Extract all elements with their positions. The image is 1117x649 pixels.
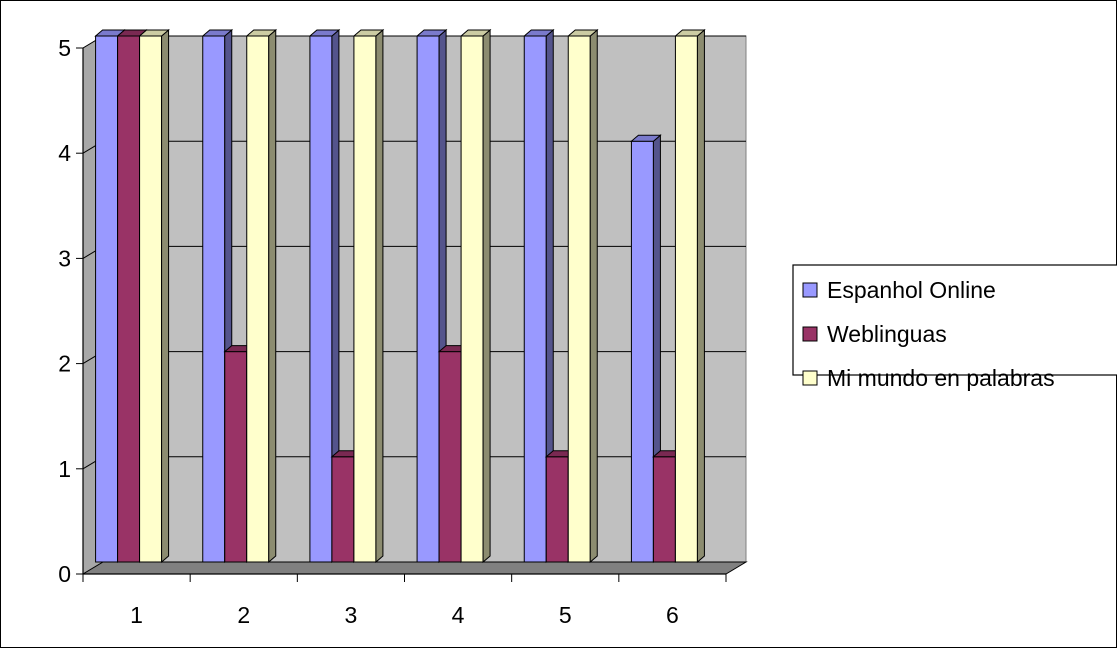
legend-label: Mi mundo en palabras [827, 365, 1055, 391]
legend-swatch-espanhol-online [803, 283, 817, 297]
bar-front [332, 457, 354, 562]
x-tick-label: 3 [345, 602, 358, 628]
bar-mi-mundo-en-palabras-6 [675, 30, 704, 562]
legend-swatch-mi-mundo-en-palabras [803, 371, 817, 385]
bar-side [269, 30, 276, 562]
bar-front [439, 352, 461, 562]
bar-front [96, 36, 118, 562]
bar-front [203, 36, 225, 562]
y-tick-label: 1 [58, 456, 71, 482]
x-tick-label: 4 [452, 602, 465, 628]
y-tick-label: 5 [58, 35, 71, 61]
bar-mi-mundo-en-palabras-2 [247, 30, 276, 562]
x-tick-label: 6 [666, 602, 679, 628]
bar-front [225, 352, 247, 562]
y-tick-label: 0 [58, 561, 71, 587]
chart-floor [83, 562, 746, 574]
bar-front [118, 36, 140, 562]
bar-mi-mundo-en-palabras-3 [354, 30, 383, 562]
legend-item: Mi mundo en palabras [803, 365, 1055, 391]
bar-front [310, 36, 332, 562]
bar-front [568, 36, 590, 562]
y-tick-label: 4 [58, 140, 71, 166]
bar-front [140, 36, 162, 562]
x-tick-label: 1 [130, 602, 143, 628]
bar-front [546, 457, 568, 562]
bar-front [675, 36, 697, 562]
legend-item: Espanhol Online [803, 277, 996, 303]
bar-front [247, 36, 269, 562]
bar-side [697, 30, 704, 562]
bar-side [162, 30, 169, 562]
y-tick-label: 2 [58, 351, 71, 377]
legend-swatch-weblinguas [803, 327, 817, 341]
bar-side [376, 30, 383, 562]
x-tick-label: 5 [559, 602, 572, 628]
legend-label: Espanhol Online [827, 277, 996, 303]
bar-mi-mundo-en-palabras-1 [140, 30, 169, 562]
bar-front [417, 36, 439, 562]
y-tick-label: 3 [58, 245, 71, 271]
bar-front [461, 36, 483, 562]
bar-mi-mundo-en-palabras-5 [568, 30, 597, 562]
bar-mi-mundo-en-palabras-4 [461, 30, 490, 562]
bar-front [524, 36, 546, 562]
bar-front [653, 457, 675, 562]
bar-front [354, 36, 376, 562]
bar-side [590, 30, 597, 562]
bar-side [483, 30, 490, 562]
bar-front [631, 141, 653, 562]
x-tick-label: 2 [237, 602, 250, 628]
legend-label: Weblinguas [827, 321, 947, 347]
